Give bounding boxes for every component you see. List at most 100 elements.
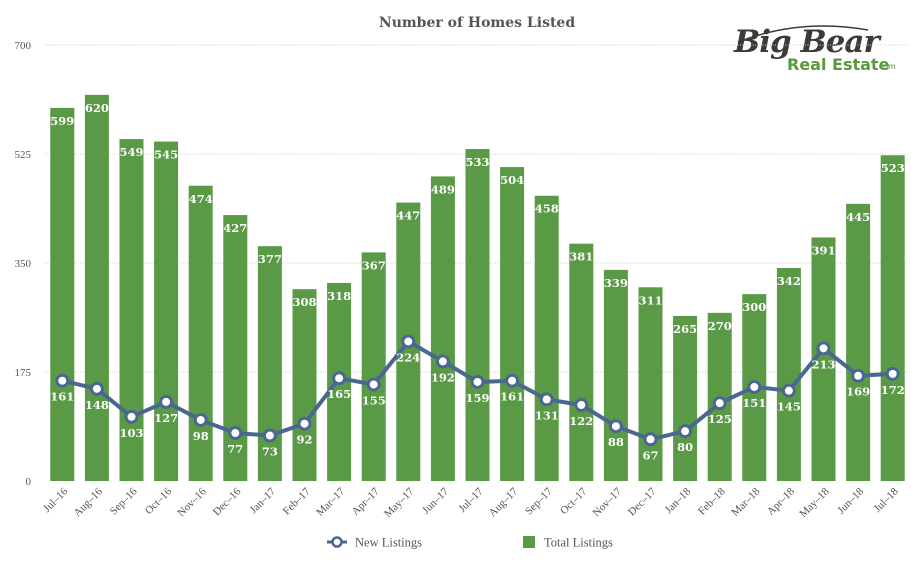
bar-value-label: 620	[85, 101, 109, 115]
bar-value-label: 265	[673, 322, 697, 336]
x-tick-label: Feb–17	[281, 485, 313, 517]
line-value-label: 165	[327, 387, 351, 401]
chart-title: Number of Homes Listed	[379, 15, 575, 31]
bar-value-label: 381	[569, 250, 593, 264]
bar-total-listings	[500, 167, 525, 481]
legend: New Listings Total Listings	[327, 536, 613, 550]
point-new-listings	[55, 373, 70, 388]
bar-total-listings	[430, 176, 455, 481]
line-value-label: 155	[362, 393, 386, 407]
line-value-label: 80	[677, 440, 693, 454]
line-value-label: 88	[608, 435, 624, 449]
point-new-listings	[851, 368, 866, 383]
x-tick-label: Jul–18	[872, 485, 902, 515]
point-new-listings	[124, 409, 139, 424]
x-tick-label: Nov–17	[590, 485, 624, 519]
point-new-listings	[193, 412, 208, 427]
x-tick-label: Dec–17	[626, 485, 659, 518]
x-tick-label: Nov–16	[175, 485, 209, 519]
bar-value-label: 318	[327, 289, 351, 303]
line-value-label: 92	[296, 433, 312, 447]
bar-value-label: 427	[223, 221, 247, 235]
line-value-label: 159	[465, 391, 489, 405]
bar-value-label: 377	[258, 252, 282, 266]
x-tick-label: May–18	[797, 485, 832, 520]
y-tick-label: 700	[15, 40, 32, 52]
line-value-label: 224	[396, 350, 420, 364]
y-tick-label: 0	[26, 476, 32, 488]
point-new-listings	[608, 419, 623, 434]
bar-value-label: 549	[119, 145, 143, 159]
bar-value-label: 523	[881, 161, 905, 175]
bar-value-label: 458	[535, 202, 559, 216]
point-new-listings	[366, 377, 381, 392]
bar-value-label: 445	[846, 210, 870, 224]
y-tick-label: 175	[15, 367, 32, 379]
point-new-listings	[401, 334, 416, 349]
legend-circle-marker	[331, 536, 343, 548]
bar-labels: 599 620 549 545 474 427 377 308 318 367 447 489 533 5…	[50, 101, 904, 336]
x-tick-label: Mar–18	[729, 485, 762, 518]
bar-value-label: 545	[154, 148, 178, 162]
legend-label-new-listings: New Listings	[355, 536, 422, 550]
bar-value-label: 339	[604, 276, 628, 290]
bar-total-listings	[603, 269, 628, 481]
line-value-label: 98	[193, 429, 209, 443]
bar-total-listings	[292, 289, 317, 481]
bar-total-listings	[846, 203, 871, 482]
line-value-label: 127	[154, 411, 178, 425]
point-new-listings	[781, 383, 796, 398]
x-tick-label: Jul–16	[41, 485, 71, 515]
bar-total-listings	[534, 195, 559, 481]
x-tick-label: Apr–17	[350, 485, 383, 518]
x-tick-label: Sep–17	[523, 485, 555, 517]
bar-value-label: 474	[189, 192, 213, 206]
bar-total-listings	[84, 94, 109, 481]
bar-total-listings	[569, 243, 594, 481]
line-value-label: 169	[846, 385, 870, 399]
bar-value-label: 311	[638, 293, 662, 307]
bar-value-label: 308	[292, 295, 316, 309]
x-tick-label: Sep–16	[108, 485, 140, 517]
bar-value-label: 367	[362, 258, 386, 272]
line-value-label: 161	[50, 390, 74, 404]
point-new-listings	[228, 426, 243, 441]
point-new-listings	[539, 392, 554, 407]
line-value-label: 122	[569, 414, 593, 428]
point-new-listings	[262, 428, 277, 443]
point-new-listings	[885, 366, 900, 381]
logo-sub-text: Real Estate	[787, 55, 890, 74]
x-tick-label: Jan–17	[247, 485, 278, 516]
bar-value-label: 270	[708, 319, 732, 333]
point-new-listings	[89, 381, 104, 396]
legend-item-total-listings[interactable]: Total Listings	[523, 536, 613, 550]
point-new-listings	[678, 424, 693, 439]
x-tick-label: Jun–18	[835, 485, 866, 516]
line-value-label: 103	[119, 426, 143, 440]
line-value-label: 148	[85, 398, 109, 412]
point-new-listings	[747, 379, 762, 394]
line-labels: 161 148 103 127 98 77 73 92 165 155 224 192 159 161 13…	[50, 350, 904, 462]
bar-value-label: 533	[465, 155, 489, 169]
line-value-label: 161	[500, 390, 524, 404]
x-tick-label: Dec–16	[211, 485, 244, 518]
line-value-label: 192	[431, 370, 455, 384]
logo-big-text: Big Bear	[733, 24, 882, 60]
x-tick-label: May–17	[382, 485, 417, 520]
bars-total-listings	[50, 94, 905, 482]
bar-value-label: 504	[500, 173, 524, 187]
line-value-label: 131	[535, 408, 559, 422]
bar-value-label: 391	[811, 243, 835, 257]
logo-swoosh	[737, 25, 869, 43]
x-tick-label: Mar–17	[314, 485, 347, 518]
line-value-label: 77	[227, 442, 243, 456]
x-tick-label: Aug–17	[487, 485, 521, 519]
point-new-listings	[332, 371, 347, 386]
brand-logo: Big Bear Real Estate .com	[733, 24, 896, 74]
x-tick-label: Jan–18	[663, 485, 694, 516]
point-new-listings	[643, 432, 658, 447]
line-value-label: 145	[777, 400, 801, 414]
bar-total-listings	[638, 287, 663, 481]
legend-item-new-listings[interactable]: New Listings	[327, 536, 422, 550]
